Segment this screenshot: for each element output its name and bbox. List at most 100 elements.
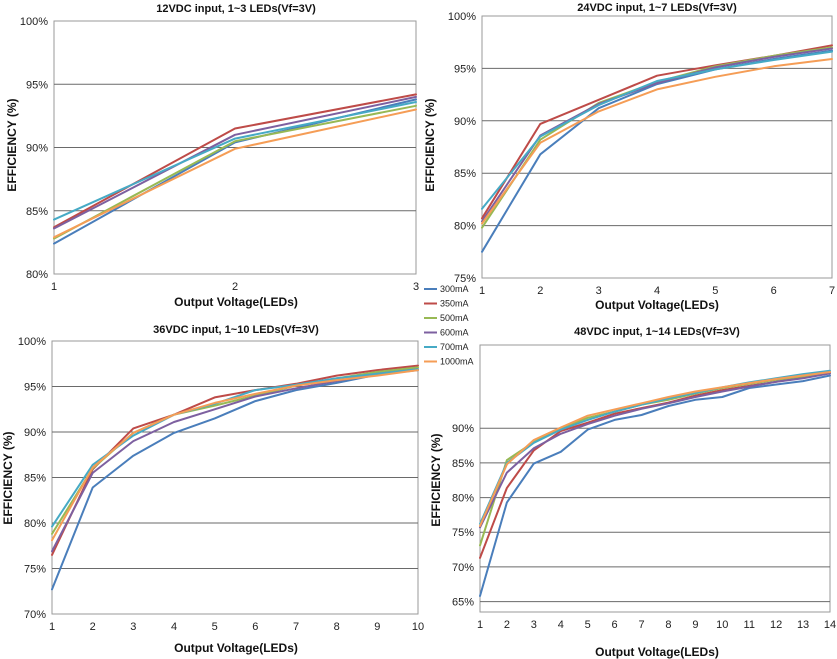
y-tick-label: 75% bbox=[24, 564, 46, 576]
series-line-700mA bbox=[53, 101, 417, 221]
plot-area-2: 75% 80% 85% 90% 95% 100% 1 2 3 4 5 6 7 bbox=[448, 11, 835, 297]
y-tick-label: 90% bbox=[454, 116, 476, 128]
x-tick-label: 2 bbox=[232, 281, 238, 293]
y-tick-label: 85% bbox=[452, 458, 474, 470]
chart-title: 48VDC input, 1~14 LEDs(Vf=3V) bbox=[574, 326, 740, 338]
x-tick-label: 11 bbox=[744, 619, 755, 631]
x-tick-label: 3 bbox=[413, 281, 419, 293]
legend-label: 350mA bbox=[440, 299, 469, 309]
y-tick-label: 80% bbox=[454, 221, 476, 233]
x-tick-label: 2 bbox=[90, 621, 96, 633]
series-line-600mA bbox=[479, 372, 831, 529]
series-line-1000mA bbox=[481, 58, 833, 225]
legend-item: 700mA bbox=[424, 342, 469, 352]
x-tick-label: 8 bbox=[334, 621, 340, 633]
y-tick-label: 75% bbox=[452, 527, 474, 539]
y-tick-label: 90% bbox=[24, 427, 46, 439]
x-tick-label: 9 bbox=[692, 619, 698, 631]
x-tick-label: 5 bbox=[585, 619, 591, 631]
x-tick-label: 4 bbox=[558, 619, 564, 631]
legend-label: 1000mA bbox=[440, 357, 474, 367]
legend-item: 350mA bbox=[424, 299, 469, 309]
legend-label: 300mA bbox=[440, 284, 469, 294]
legend-item: 500mA bbox=[424, 313, 469, 323]
x-tick-label: 1 bbox=[49, 621, 55, 633]
x-tick-label: 6 bbox=[612, 619, 618, 631]
series-line-300mA bbox=[479, 374, 831, 597]
y-tick-label: 100% bbox=[18, 336, 46, 348]
x-tick-label: 1 bbox=[51, 281, 57, 293]
series-line-1000mA bbox=[51, 369, 419, 542]
y-tick-label: 75% bbox=[454, 273, 476, 285]
x-tick-label: 2 bbox=[537, 285, 543, 297]
x-tick-label: 7 bbox=[638, 619, 644, 631]
x-tick-label: 3 bbox=[596, 285, 602, 297]
chart-title: 24VDC input, 1~7 LEDs(Vf=3V) bbox=[577, 2, 737, 14]
chart-title: 36VDC input, 1~10 LEDs(Vf=3V) bbox=[153, 324, 319, 336]
series-line-350mA bbox=[53, 93, 417, 229]
y-tick-label: 80% bbox=[452, 493, 474, 505]
x-tick-label: 5 bbox=[212, 621, 218, 633]
y-axis-label: EFFICIENCY (%) bbox=[5, 98, 19, 191]
legend-label: 500mA bbox=[440, 313, 469, 323]
series-line-1000mA bbox=[53, 108, 417, 239]
legend: 300mA 350mA 500mA 600mA 700mA 1000mA bbox=[424, 284, 474, 367]
x-tick-label: 1 bbox=[477, 619, 483, 631]
x-tick-label: 3 bbox=[130, 621, 136, 633]
x-tick-label: 13 bbox=[797, 619, 809, 631]
y-tick-label: 85% bbox=[24, 473, 46, 485]
series-line-500mA bbox=[53, 104, 417, 240]
y-tick-label: 80% bbox=[24, 518, 46, 530]
chart-24vdc: 24VDC input, 1~7 LEDs(Vf=3V) Output Volt… bbox=[423, 2, 737, 312]
x-tick-label: 1 bbox=[479, 285, 485, 297]
legend-label: 600mA bbox=[440, 328, 469, 338]
x-tick-label: 5 bbox=[712, 285, 718, 297]
y-tick-label: 95% bbox=[24, 382, 46, 394]
plot-area-3: 70% 75% 80% 85% 90% 95% 100% 1 2 3 4 5 6 7 8 9 10 bbox=[18, 336, 424, 633]
x-tick-label: 6 bbox=[771, 285, 777, 297]
y-axis-label: EFFICIENCY (%) bbox=[429, 433, 443, 526]
legend-label: 700mA bbox=[440, 342, 469, 352]
chart-12vdc: 12VDC input, 1~3 LEDs(Vf=3V) Output Volt… bbox=[5, 3, 316, 309]
series-line-600mA bbox=[53, 95, 417, 230]
x-tick-label: 2 bbox=[504, 619, 510, 631]
x-axis-label: Output Voltage(LEDs) bbox=[595, 298, 719, 312]
legend-item: 600mA bbox=[424, 328, 469, 338]
y-tick-label: 65% bbox=[452, 597, 474, 609]
y-tick-label: 95% bbox=[26, 79, 48, 91]
y-tick-label: 85% bbox=[454, 168, 476, 180]
x-tick-label: 10 bbox=[716, 619, 728, 631]
x-tick-label: 7 bbox=[829, 285, 835, 297]
x-tick-label: 14 bbox=[824, 619, 836, 631]
series-line-700mA bbox=[481, 50, 833, 210]
plot-area-1: 80% 85% 90% 95% 100% 1 2 3 bbox=[20, 16, 419, 293]
x-tick-label: 6 bbox=[252, 621, 258, 633]
y-tick-label: 100% bbox=[448, 11, 476, 23]
x-tick-label: 8 bbox=[665, 619, 671, 631]
x-axis-label: Output Voltage(LEDs) bbox=[174, 295, 298, 309]
x-tick-label: 9 bbox=[374, 621, 380, 633]
y-tick-label: 70% bbox=[452, 562, 474, 574]
y-tick-label: 85% bbox=[26, 206, 48, 218]
x-tick-label: 3 bbox=[531, 619, 537, 631]
plot-frame bbox=[479, 344, 831, 613]
legend-item: 300mA bbox=[424, 284, 469, 294]
y-tick-label: 70% bbox=[24, 609, 46, 621]
series-line-1000mA bbox=[479, 371, 831, 527]
x-tick-label: 4 bbox=[654, 285, 660, 297]
plot-area-4: 65%70%75%80%85%90%1 2 3 4 5 6 7 8 9 10 11 12 13 14 bbox=[452, 344, 836, 631]
y-tick-label: 95% bbox=[454, 63, 476, 75]
y-axis-label: EFFICIENCY (%) bbox=[423, 98, 437, 191]
legend-item: 1000mA bbox=[424, 357, 474, 367]
y-tick-label: 90% bbox=[452, 423, 474, 435]
x-tick-label: 4 bbox=[171, 621, 177, 633]
y-tick-label: 80% bbox=[26, 269, 48, 281]
x-axis-label: Output Voltage(LEDs) bbox=[174, 641, 298, 655]
x-tick-label: 12 bbox=[770, 619, 782, 631]
x-axis-label: Output Voltage(LEDs) bbox=[595, 645, 719, 659]
chart-48vdc: 48VDC input, 1~14 LEDs(Vf=3V) Output Vol… bbox=[429, 326, 740, 659]
chart-36vdc: 36VDC input, 1~10 LEDs(Vf=3V) Output Vol… bbox=[1, 324, 319, 655]
y-axis-label: EFFICIENCY (%) bbox=[1, 431, 15, 524]
x-tick-label: 7 bbox=[293, 621, 299, 633]
